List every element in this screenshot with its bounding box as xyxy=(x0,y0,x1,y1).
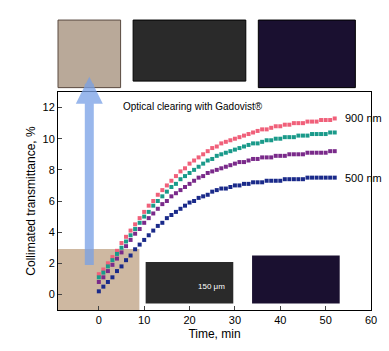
svg-text:900 nm: 900 nm xyxy=(345,112,382,124)
svg-text:30: 30 xyxy=(229,314,241,326)
svg-text:Time, min: Time, min xyxy=(188,327,240,341)
svg-text:40: 40 xyxy=(274,314,286,326)
svg-text:0: 0 xyxy=(96,314,102,326)
svg-text:150 μm: 150 μm xyxy=(198,282,225,291)
svg-text:50: 50 xyxy=(320,314,332,326)
svg-text:10: 10 xyxy=(43,133,55,145)
svg-text:2: 2 xyxy=(49,257,55,269)
svg-text:6: 6 xyxy=(49,195,55,207)
svg-text:0: 0 xyxy=(49,288,55,300)
svg-text:10: 10 xyxy=(138,314,150,326)
svg-text:Optical clearing with Gadovist: Optical clearing with Gadovist® xyxy=(123,101,263,112)
svg-text:Collimated transmittance, %: Collimated transmittance, % xyxy=(24,126,38,276)
svg-text:60: 60 xyxy=(365,314,377,326)
svg-text:500 nm: 500 nm xyxy=(345,172,382,184)
svg-text:8: 8 xyxy=(49,164,55,176)
svg-text:12: 12 xyxy=(43,101,55,113)
svg-text:20: 20 xyxy=(183,314,195,326)
svg-text:4: 4 xyxy=(49,226,55,238)
